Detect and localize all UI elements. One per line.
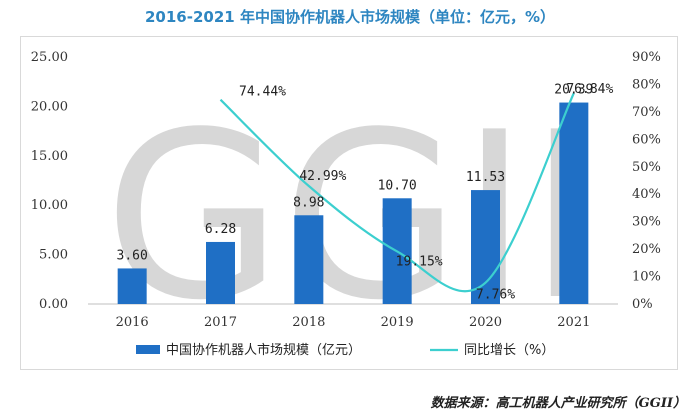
bar-value-label: 3.60 bbox=[117, 248, 148, 263]
y-right-tick-label: 40% bbox=[632, 187, 661, 202]
chart-title: 2016-2021 年中国协作机器人市场规模（单位：亿元，%） bbox=[145, 8, 555, 26]
bar-value-label: 6.28 bbox=[205, 222, 236, 237]
y-left-tick-label: 15.00 bbox=[31, 149, 68, 164]
legend-label-bar: 中国协作机器人市场规模（亿元） bbox=[166, 342, 361, 358]
y-right-tick-label: 10% bbox=[632, 270, 661, 285]
legend-label-line: 同比增长（%） bbox=[464, 343, 554, 358]
y-left-tick-label: 5.00 bbox=[39, 248, 68, 263]
y-right-tick-label: 70% bbox=[632, 105, 661, 120]
y-right-tick-label: 20% bbox=[632, 242, 661, 257]
bar-value-label: 20.39 bbox=[554, 83, 593, 98]
y-right-tick-label: 30% bbox=[632, 215, 661, 230]
y-left-tick-label: 10.00 bbox=[31, 198, 68, 213]
y-right-tick-label: 0% bbox=[632, 297, 653, 312]
x-tick-label: 2017 bbox=[204, 315, 237, 330]
y-right-tick-label: 50% bbox=[632, 160, 661, 175]
y-left-tick-label: 20.00 bbox=[31, 99, 68, 114]
bar-2021 bbox=[559, 102, 589, 304]
line-value-label: 74.44% bbox=[239, 85, 286, 100]
line-value-label: 19.15% bbox=[396, 254, 443, 269]
chart-frame bbox=[20, 36, 678, 370]
x-tick-label: 2016 bbox=[116, 315, 149, 330]
y-right-tick-label: 90% bbox=[632, 50, 661, 65]
watermark: GGII bbox=[104, 84, 596, 351]
y-right-tick-label: 60% bbox=[632, 132, 661, 147]
x-tick-label: 2021 bbox=[557, 315, 590, 330]
bar-value-label: 11.53 bbox=[466, 170, 505, 185]
bar-2017 bbox=[206, 241, 235, 304]
line-value-label: 7.76% bbox=[476, 288, 515, 303]
x-tick-label: 2018 bbox=[292, 315, 325, 330]
x-tick-label: 2020 bbox=[469, 315, 502, 330]
bar-2016 bbox=[117, 268, 147, 304]
x-tick-label: 2019 bbox=[381, 315, 414, 330]
line-value-label: 76.84% bbox=[566, 82, 613, 97]
legend-swatch-bar bbox=[136, 345, 160, 354]
y-left-tick-label: 25.00 bbox=[31, 50, 68, 65]
bar-2018 bbox=[294, 215, 324, 304]
y-left-tick-label: 0.00 bbox=[39, 297, 68, 312]
bar-value-label: 8.98 bbox=[293, 195, 324, 210]
y-right-tick-label: 80% bbox=[632, 77, 661, 92]
line-value-label: 42.99% bbox=[299, 169, 346, 184]
growth-line bbox=[219, 92, 575, 293]
data-source: 数据来源：高工机器人产业研究所（GGII） bbox=[430, 396, 686, 411]
bar-value-label: 10.70 bbox=[378, 178, 417, 193]
bar-2020 bbox=[471, 190, 500, 304]
